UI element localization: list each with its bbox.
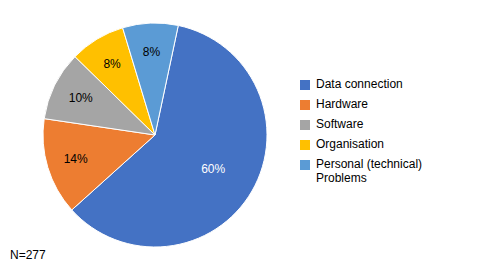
html-text:Software: Software bbox=[316, 117, 364, 131]
html-text:Hardware: Hardware bbox=[316, 97, 368, 111]
svg-text:10%: 10% bbox=[69, 91, 93, 105]
svg-text:60%: 60% bbox=[201, 162, 225, 176]
html-text:Problems: Problems bbox=[316, 171, 367, 185]
html-text:Personal (technical): Personal (technical) bbox=[316, 157, 423, 171]
svg-text:14%: 14% bbox=[64, 152, 88, 166]
html-text:N=277: N=277 bbox=[10, 248, 46, 262]
svg-text:8%: 8% bbox=[143, 45, 161, 59]
svg-text:8%: 8% bbox=[103, 57, 121, 71]
html-text:Organisation: Organisation bbox=[316, 137, 384, 151]
html-text:Data connection: Data connection bbox=[316, 77, 403, 91]
